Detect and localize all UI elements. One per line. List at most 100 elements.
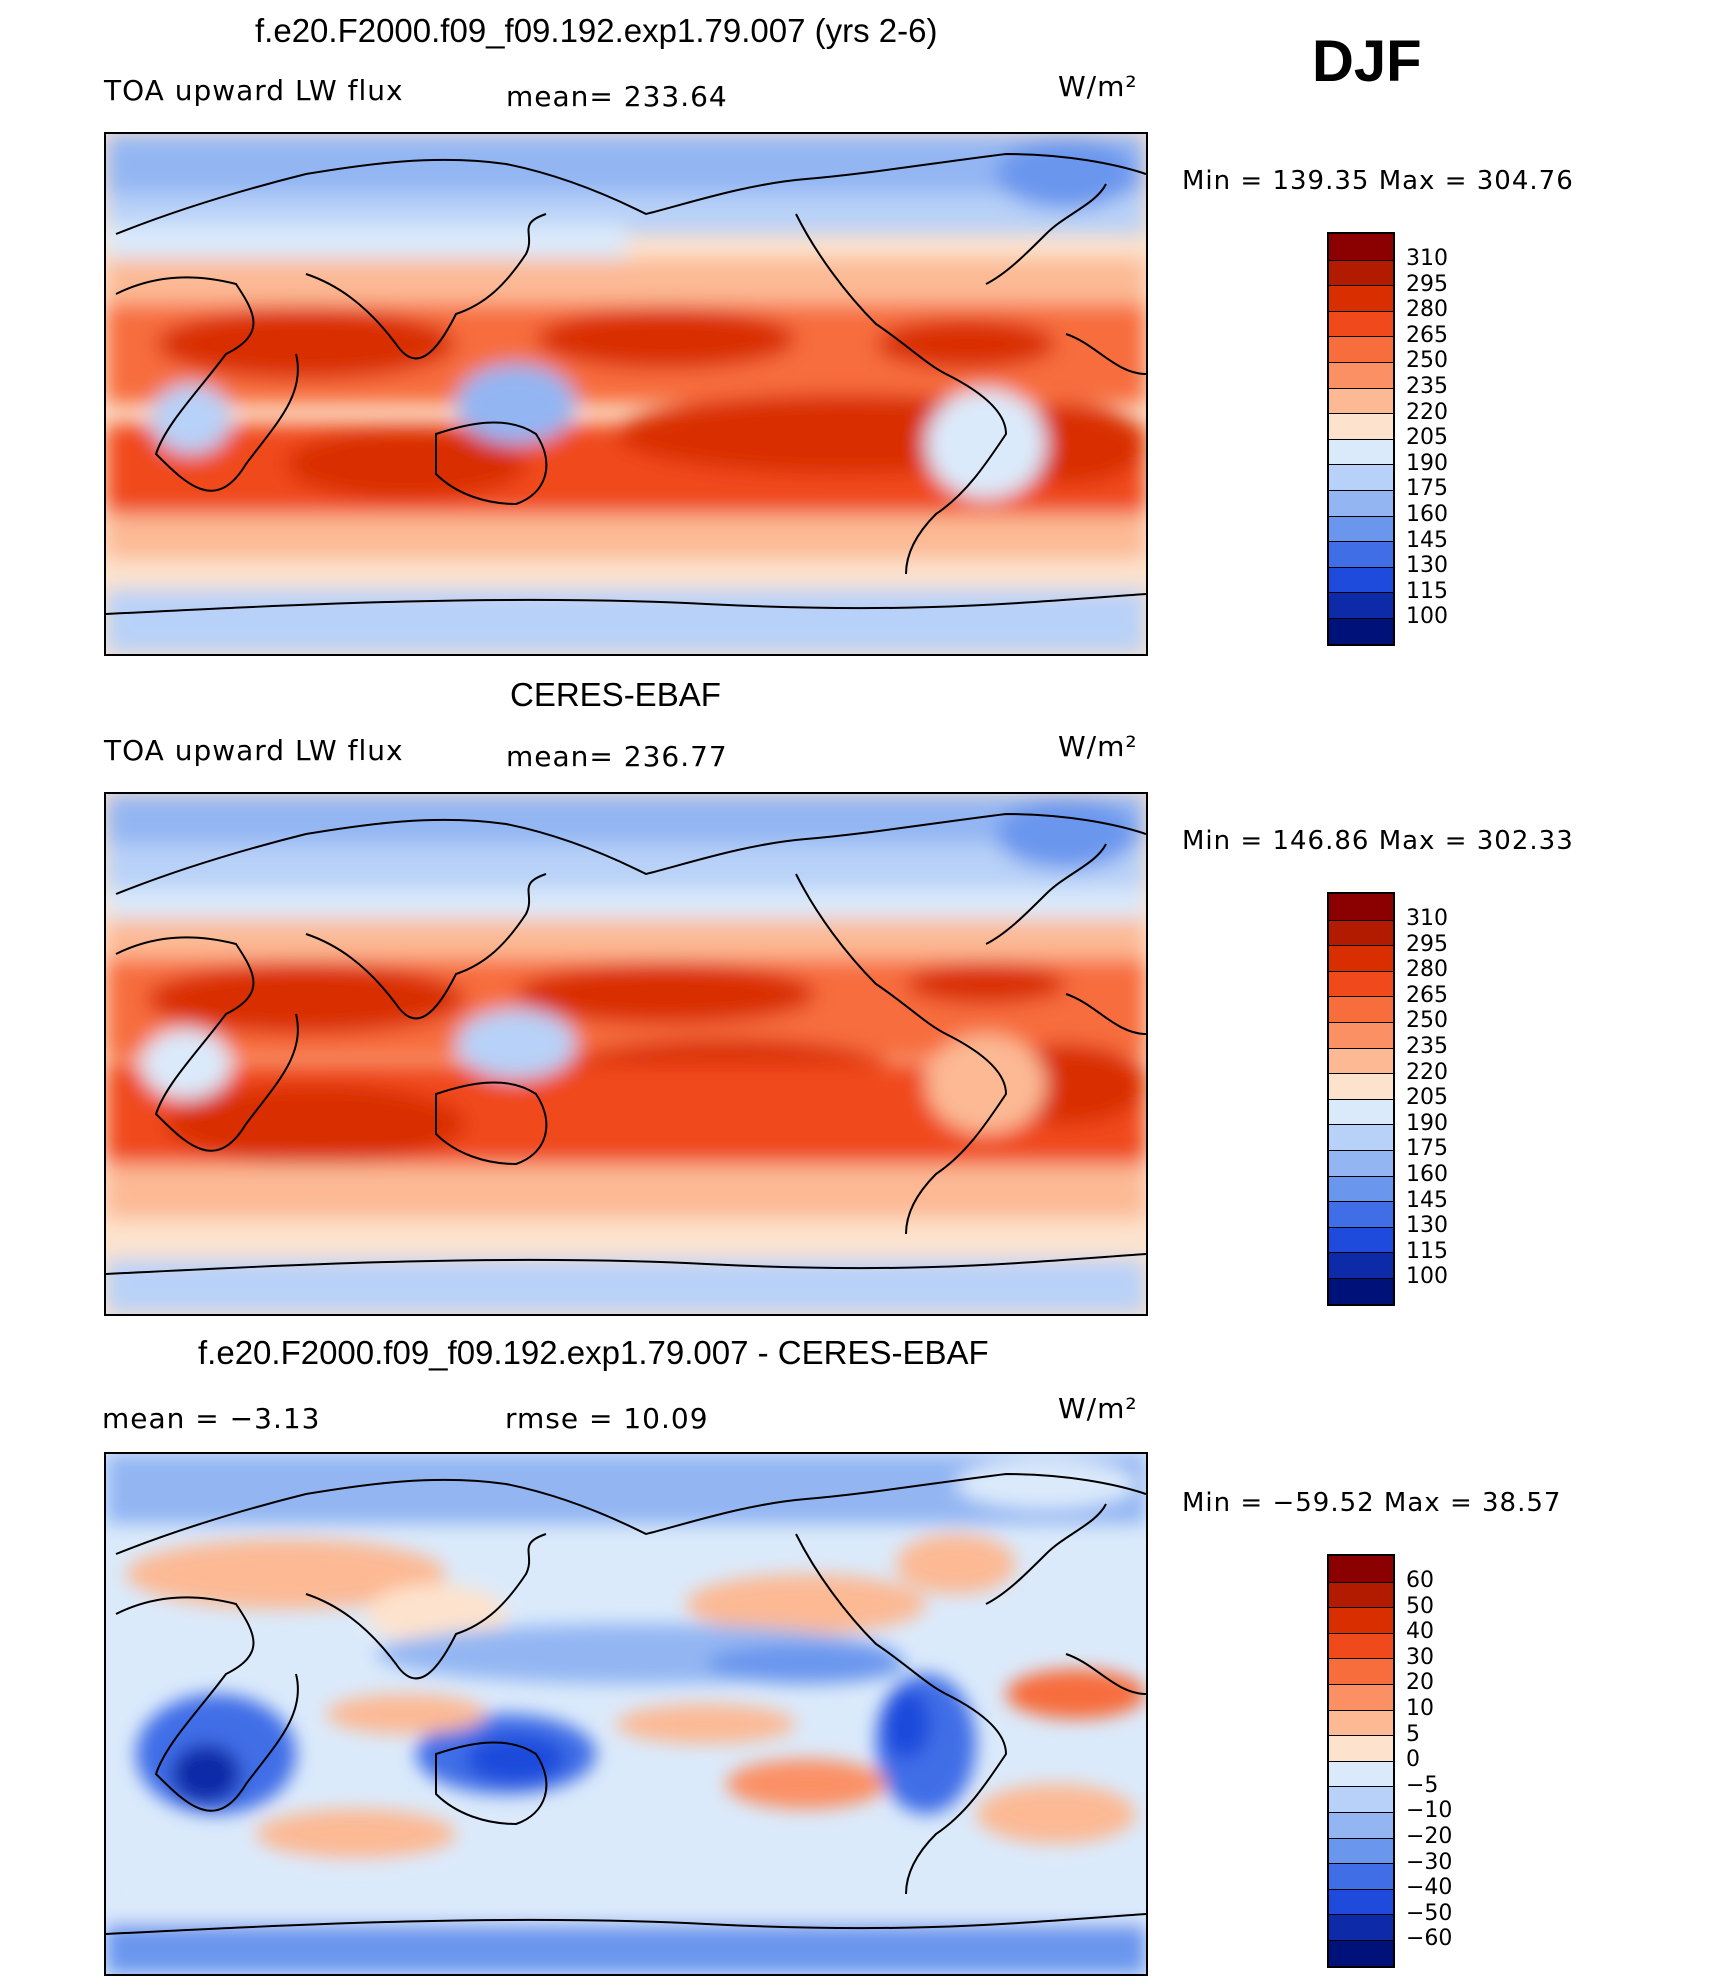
colorbar-segment	[1329, 1812, 1393, 1838]
colorbar-tick-label: 145	[1406, 528, 1448, 553]
colorbar-segment	[1329, 1226, 1393, 1253]
colorbar-segment	[1329, 1709, 1393, 1736]
colorbar-segment	[1329, 234, 1393, 260]
panel-obs-colorbar	[1327, 892, 1395, 1306]
colorbar-tick-label: 60	[1406, 1568, 1434, 1593]
colorbar-segment	[1329, 1201, 1393, 1228]
colorbar-segment	[1329, 1658, 1393, 1685]
colorbar-segment	[1329, 1556, 1393, 1582]
colorbar-segment	[1329, 618, 1393, 644]
colorbar-segment	[1329, 1581, 1393, 1608]
colorbar-tick-label: 100	[1406, 1264, 1448, 1289]
colorbar-tick-label: −50	[1406, 1901, 1453, 1926]
panel-diff-units-label: W/m²	[1058, 1392, 1138, 1425]
colorbar-segment	[1329, 1632, 1393, 1659]
colorbar-segment	[1329, 387, 1393, 414]
colorbar-segment	[1329, 1760, 1393, 1787]
colorbar-tick-label: 295	[1406, 272, 1448, 297]
colorbar-tick-label: 250	[1406, 348, 1448, 373]
colorbar-tick-label: 115	[1406, 1239, 1448, 1264]
colorbar-segment	[1329, 1607, 1393, 1634]
colorbar-tick-label: 130	[1406, 1213, 1448, 1238]
colorbar-segment	[1329, 310, 1393, 337]
colorbar-segment	[1329, 259, 1393, 286]
panel-diff-mean-label: mean = −3.13	[102, 1402, 321, 1435]
colorbar-segment	[1329, 1914, 1393, 1941]
panel-obs-units-label: W/m²	[1058, 730, 1138, 763]
colorbar-tick-label: −20	[1406, 1824, 1453, 1849]
panel-model-map	[104, 132, 1148, 656]
panel-obs-minmax: Min = 146.86 Max = 302.33	[1182, 826, 1574, 856]
colorbar-segment	[1329, 541, 1393, 568]
panel-diff-map	[104, 1452, 1148, 1976]
colorbar-tick-label: 310	[1406, 906, 1448, 931]
colorbar-tick-label: 220	[1406, 1060, 1448, 1085]
colorbar-tick-label: 145	[1406, 1188, 1448, 1213]
colorbar-tick-label: 0	[1406, 1747, 1420, 1772]
colorbar-segment	[1329, 919, 1393, 946]
colorbar-tick-label: 40	[1406, 1619, 1434, 1644]
panel-obs-mean-label: mean= 236.77	[506, 740, 728, 773]
colorbar-tick-label: 100	[1406, 604, 1448, 629]
colorbar-tick-label: −40	[1406, 1875, 1453, 1900]
colorbar-segment	[1329, 464, 1393, 491]
colorbar-segment	[1329, 1073, 1393, 1100]
colorbar-tick-label: 190	[1406, 451, 1448, 476]
colorbar-tick-label: 250	[1406, 1008, 1448, 1033]
colorbar-tick-label: 160	[1406, 1162, 1448, 1187]
panel-model-title: f.e20.F2000.f09_f09.192.exp1.79.007 (yrs…	[255, 12, 938, 49]
panel-model-colorbar	[1327, 232, 1395, 646]
colorbar-segment	[1329, 592, 1393, 619]
colorbar-segment	[1329, 1863, 1393, 1890]
colorbar-tick-label: 295	[1406, 932, 1448, 957]
colorbar-tick-label: 20	[1406, 1670, 1434, 1695]
colorbar-tick-label: −10	[1406, 1798, 1453, 1823]
panel-obs-title: CERES-EBAF	[510, 676, 721, 713]
colorbar-tick-label: 265	[1406, 323, 1448, 348]
colorbar-segment	[1329, 336, 1393, 363]
colorbar-segment	[1329, 945, 1393, 972]
panel-model-variable-label: TOA upward LW flux	[104, 74, 404, 107]
colorbar-segment	[1329, 285, 1393, 312]
colorbar-tick-label: 130	[1406, 553, 1448, 578]
colorbar-tick-label: 115	[1406, 579, 1448, 604]
colorbar-segment	[1329, 996, 1393, 1023]
colorbar-tick-label: 310	[1406, 246, 1448, 271]
panel-model-mean-label: mean= 233.64	[506, 80, 728, 113]
colorbar-tick-label: −60	[1406, 1926, 1453, 1951]
panel-obs-map	[104, 792, 1148, 1316]
season-label: DJF	[1312, 29, 1422, 94]
colorbar-segment	[1329, 1022, 1393, 1048]
colorbar-segment	[1329, 970, 1393, 997]
colorbar-tick-label: 50	[1406, 1594, 1434, 1619]
colorbar-tick-label: 235	[1406, 1034, 1448, 1059]
colorbar-tick-label: 205	[1406, 1085, 1448, 1110]
colorbar-segment	[1329, 362, 1393, 388]
colorbar-tick-label: −5	[1406, 1773, 1439, 1798]
colorbar-segment	[1329, 1888, 1393, 1915]
panel-diff-minmax: Min = −59.52 Max = 38.57	[1182, 1488, 1562, 1518]
colorbar-segment	[1329, 515, 1393, 542]
colorbar-segment	[1329, 1150, 1393, 1176]
colorbar-tick-label: 220	[1406, 400, 1448, 425]
colorbar-segment	[1329, 1124, 1393, 1151]
colorbar-tick-label: 175	[1406, 476, 1448, 501]
colorbar-segment	[1329, 1252, 1393, 1279]
colorbar-segment	[1329, 438, 1393, 465]
panel-obs-variable-label: TOA upward LW flux	[104, 734, 404, 767]
colorbar-segment	[1329, 894, 1393, 920]
colorbar-segment	[1329, 490, 1393, 516]
colorbar-segment	[1329, 1786, 1393, 1813]
colorbar-tick-label: 160	[1406, 502, 1448, 527]
colorbar-tick-label: 5	[1406, 1722, 1420, 1747]
colorbar-tick-label: 280	[1406, 297, 1448, 322]
colorbar-segment	[1329, 1735, 1393, 1762]
panel-diff-rmse-label: rmse = 10.09	[505, 1402, 709, 1435]
colorbar-tick-label: 205	[1406, 425, 1448, 450]
colorbar-tick-label: 30	[1406, 1645, 1434, 1670]
panel-diff-colorbar	[1327, 1554, 1395, 1968]
colorbar-segment	[1329, 1278, 1393, 1304]
colorbar-segment	[1329, 1175, 1393, 1202]
colorbar-segment	[1329, 1047, 1393, 1074]
colorbar-segment	[1329, 413, 1393, 440]
